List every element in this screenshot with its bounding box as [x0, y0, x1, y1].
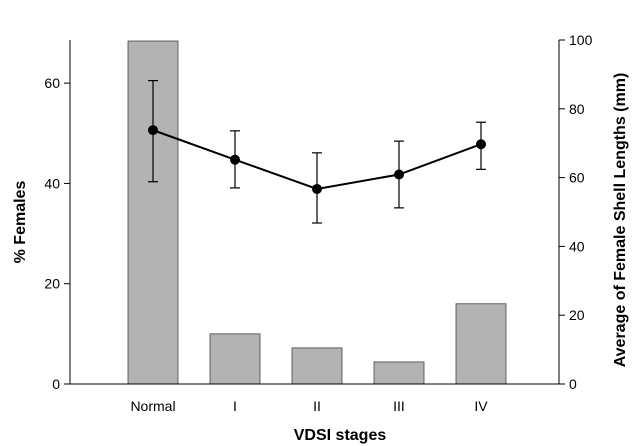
y-axis-title: % Females	[12, 181, 29, 264]
y2-tick-label-60: 60	[569, 170, 585, 186]
y2-tick-label-0: 0	[569, 376, 577, 392]
x-tick-label-ii: II	[313, 398, 321, 414]
y2-axis-title: Average of Female Shell Lengths (mm)	[612, 73, 629, 368]
y-tick-label-20: 20	[44, 276, 60, 292]
line-point-1	[230, 154, 240, 165]
bar-i	[209, 333, 261, 385]
y-tick-label-60: 60	[44, 75, 60, 91]
y2-tick-label-80: 80	[569, 101, 585, 117]
line-layer	[148, 79, 486, 224]
y2-tick-label-20: 20	[569, 307, 585, 323]
line-point-2	[312, 183, 322, 194]
line-point-0	[148, 125, 158, 136]
y2-tick-label-100: 100	[569, 32, 593, 48]
bar-ii	[291, 347, 343, 385]
x-tick-label-iii: III	[393, 398, 405, 414]
bar-iv	[455, 303, 507, 385]
x-tick-label-normal: Normal	[130, 398, 175, 414]
y-tick-label-0: 0	[52, 376, 60, 392]
line-point-4	[476, 139, 486, 150]
x-axis-title: VDSI stages	[294, 427, 387, 444]
y-tick-label-40: 40	[44, 175, 60, 191]
line-point-3	[394, 169, 404, 180]
x-tick-label-i: I	[233, 398, 237, 414]
x-tick-label-iv: IV	[474, 398, 488, 414]
bar-iii	[373, 361, 425, 385]
y2-tick-label-40: 40	[569, 238, 585, 254]
axes-layer	[64, 39, 565, 385]
